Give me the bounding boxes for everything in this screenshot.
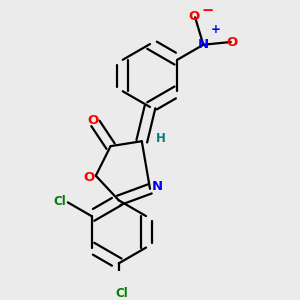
Text: O: O <box>188 10 200 22</box>
Text: Cl: Cl <box>53 194 66 208</box>
Text: O: O <box>87 114 98 127</box>
Text: Cl: Cl <box>115 287 128 300</box>
Text: N: N <box>198 38 209 51</box>
Text: −: − <box>201 3 214 18</box>
Text: H: H <box>156 132 166 145</box>
Text: +: + <box>211 23 220 36</box>
Text: O: O <box>226 35 238 49</box>
Text: O: O <box>83 171 94 184</box>
Text: N: N <box>151 180 162 193</box>
